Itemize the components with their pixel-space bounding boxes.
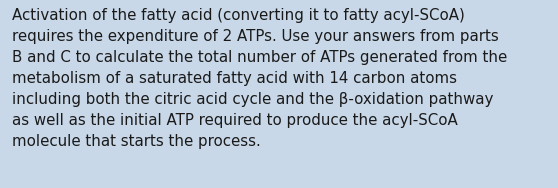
Text: Activation of the fatty acid (converting it to fatty acyl-SCoA)
requires the exp: Activation of the fatty acid (converting… bbox=[12, 8, 508, 149]
